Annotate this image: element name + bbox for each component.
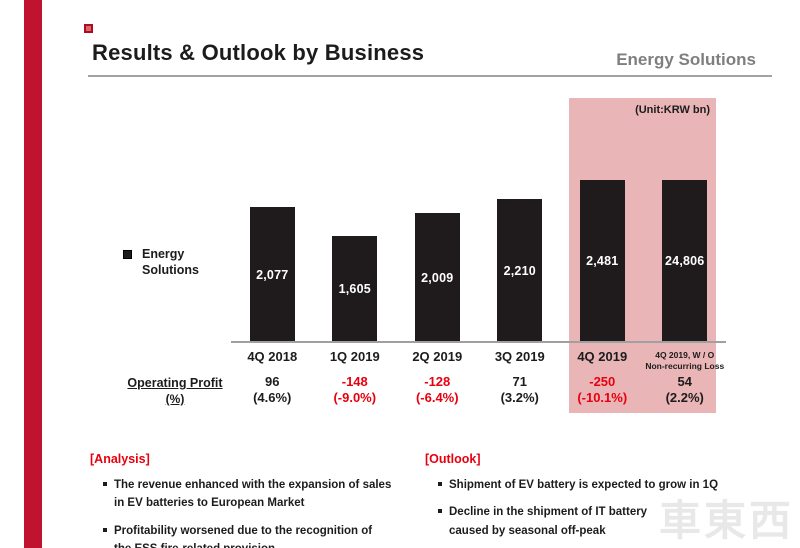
bullet-square-icon	[103, 482, 107, 486]
outlook-section: [Outlook] Shipment of EV battery is expe…	[425, 452, 760, 548]
operating-profit-label: Operating Profit	[127, 376, 223, 390]
bullet-item: The revenue enhanced with the expansion …	[90, 476, 425, 513]
x-axis-label: 4Q 2018	[247, 349, 298, 364]
bullet-text: Shipment of EV battery is expected to gr…	[449, 479, 719, 491]
bar-column: 2,481	[561, 177, 644, 342]
bullet-square-icon	[438, 482, 442, 486]
title-divider	[88, 75, 772, 77]
operating-profit-row-label: Operating Profit (%)	[126, 376, 224, 406]
left-accent-band	[24, 0, 42, 548]
bar-column: 1,605	[314, 177, 397, 342]
bullet-text: Decline in the shipment of IT battery ca…	[449, 506, 648, 537]
legend-label: Energy Solutions	[142, 247, 199, 277]
outlook-bullet-list: Shipment of EV battery is expected to gr…	[425, 476, 760, 540]
bullet-item: Decline in the shipment of IT battery ca…	[425, 503, 760, 540]
title-bullet-square-icon	[84, 24, 93, 33]
business-section-label: Energy Solutions	[616, 50, 756, 69]
page-title: Results & Outlook by Business	[92, 40, 425, 65]
outlook-header: [Outlook]	[425, 452, 481, 466]
x-axis-label: 1Q 2019	[329, 349, 380, 364]
bar-column: 2,009	[396, 177, 479, 342]
bar-value-label: 2,481	[586, 254, 619, 268]
bar-value-label: 2,009	[421, 270, 454, 285]
analysis-header: [Analysis]	[90, 452, 150, 466]
bullet-item: Profitability worsened due to the recogn…	[90, 522, 425, 548]
x-axis-label: 2Q 2019	[412, 349, 463, 364]
bullet-item: Shipment of EV battery is expected to gr…	[425, 476, 760, 494]
legend-square-icon	[123, 250, 132, 259]
operating-profit-values: 96 (4.6%) -148 (-9.0%) -128 (-6.4%) 71 (3.2%) -2…	[231, 374, 726, 406]
x-axis-label: 3Q 2019	[494, 349, 545, 364]
bar-value-label: 2,077	[256, 267, 289, 282]
analysis-section: [Analysis] The revenue enhanced with the…	[90, 452, 425, 548]
operating-profit-value: 96 (4.6%)	[253, 374, 292, 405]
analysis-bullet-list: The revenue enhanced with the expansion …	[90, 476, 425, 548]
bar-value-label: 24,806	[665, 254, 705, 268]
bar-column: 2,077	[231, 177, 314, 342]
chart-legend: Energy Solutions	[123, 247, 214, 278]
bar-chart: 2,077 1,605 2,009 2,210 2,481 24,806	[231, 177, 726, 342]
watermark: 車東西	[658, 497, 794, 544]
bar-value-label: 1,605	[338, 282, 371, 296]
operating-profit-value: -250 (-10.1%)	[577, 374, 628, 405]
bar: 2,210	[497, 199, 543, 342]
operating-profit-value: -128 (-6.4%)	[415, 374, 459, 405]
bar-column: 24,806	[644, 177, 727, 342]
bar: 2,009	[414, 213, 460, 342]
bullet-text: Profitability worsened due to the recogn…	[114, 524, 373, 548]
bar: 1,605	[332, 236, 378, 342]
bullet-square-icon	[103, 527, 107, 532]
operating-profit-value: 54 (2.2%)	[665, 374, 704, 405]
x-axis-label: 4Q 2019	[577, 349, 628, 364]
operating-profit-pct-label: (%)	[165, 392, 185, 406]
bar: 24,806	[662, 180, 708, 342]
operating-profit-value: 71 (3.2%)	[500, 374, 539, 405]
unit-label: (Unit:KRW bn)	[635, 104, 710, 116]
bar-value-label: 2,210	[503, 263, 536, 278]
operating-profit-value: -148 (-9.0%)	[333, 374, 377, 405]
x-axis-line	[231, 341, 726, 343]
x-axis-label: 4Q 2019, W / O Non-recurring Loss	[645, 350, 725, 372]
bar: 2,077	[249, 207, 295, 342]
bar: 2,481	[579, 180, 625, 342]
x-axis-labels: 4Q 2018 1Q 2019 2Q 2019 3Q 2019 4Q 2019 4Q 20…	[231, 349, 726, 372]
bullet-text: The revenue enhanced with the expansion …	[114, 479, 392, 510]
bullet-square-icon	[438, 509, 442, 514]
bar-column: 2,210	[479, 177, 562, 342]
